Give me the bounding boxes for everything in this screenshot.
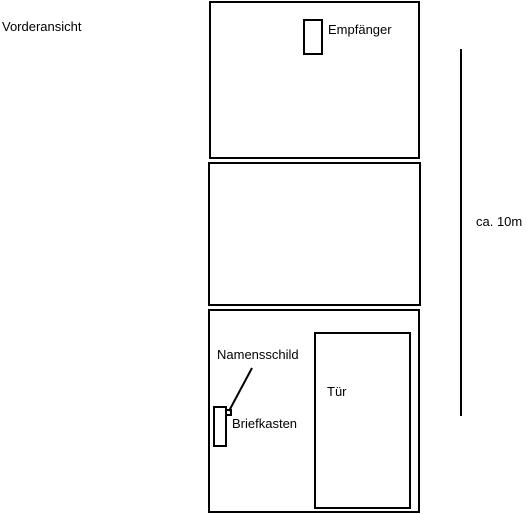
height-label: ca. 10m: [476, 214, 522, 229]
height-dimension: ca. 10m: [460, 49, 522, 416]
floor-top: Empfänger: [209, 1, 420, 159]
receiver-label: Empfänger: [328, 22, 392, 37]
mailbox-box: [213, 406, 227, 447]
floor-ground: Tür Briefkasten Namensschild: [208, 309, 420, 513]
view-label: Vorderansicht: [2, 19, 82, 34]
floor-middle-outline: [208, 162, 421, 306]
floor-middle: [208, 162, 421, 306]
nameplate-leader-line: [228, 367, 253, 412]
mailbox-label: Briefkasten: [232, 416, 297, 431]
door-outline: [314, 332, 411, 509]
receiver-box: [303, 19, 323, 55]
door-label: Tür: [327, 384, 347, 399]
nameplate-label: Namensschild: [217, 347, 299, 362]
